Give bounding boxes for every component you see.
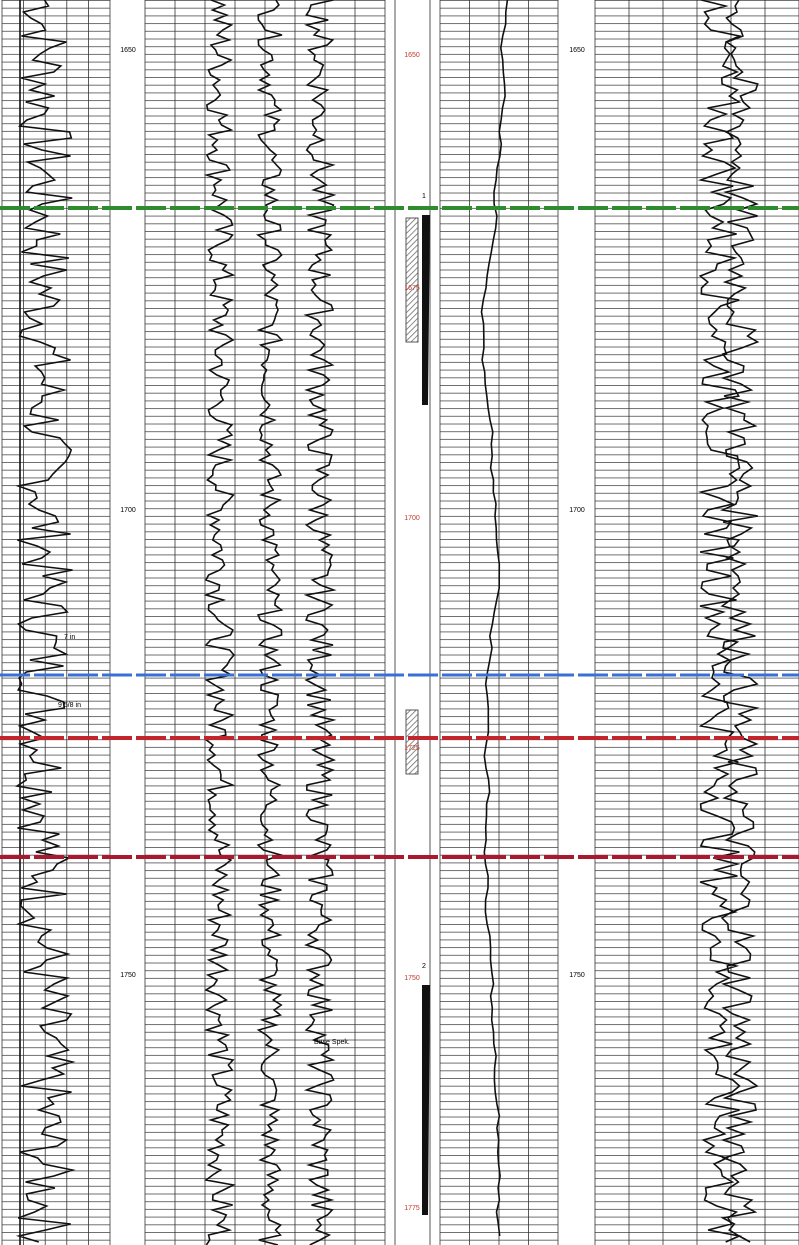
marker: 1 bbox=[422, 193, 426, 200]
core-interval bbox=[406, 710, 418, 774]
depth-label: 1650 bbox=[120, 47, 136, 54]
center-depth: 1750 bbox=[404, 975, 420, 982]
annotation: 7 in bbox=[64, 634, 75, 641]
center-depth: 1700 bbox=[404, 515, 420, 522]
center-depth: 1775 bbox=[404, 1205, 420, 1212]
well-log: 1650 1700 1750 1650 1700 1750 1650 1675 … bbox=[0, 0, 799, 1245]
core-interval bbox=[406, 218, 418, 342]
annotation: 9 5/8 in bbox=[58, 702, 81, 709]
depth-label: 1750 bbox=[569, 972, 585, 979]
depth-label: 1700 bbox=[569, 507, 585, 514]
depth-label: 1650 bbox=[569, 47, 585, 54]
depth-label: 1700 bbox=[120, 507, 136, 514]
depth-label: 1750 bbox=[120, 972, 136, 979]
center-depth: 1675 bbox=[404, 285, 420, 292]
center-depth: 1650 bbox=[404, 52, 420, 59]
marker: 2 bbox=[422, 963, 426, 970]
center-depth: 1725 bbox=[404, 745, 420, 752]
annotation: Base Spek. bbox=[314, 1039, 350, 1046]
